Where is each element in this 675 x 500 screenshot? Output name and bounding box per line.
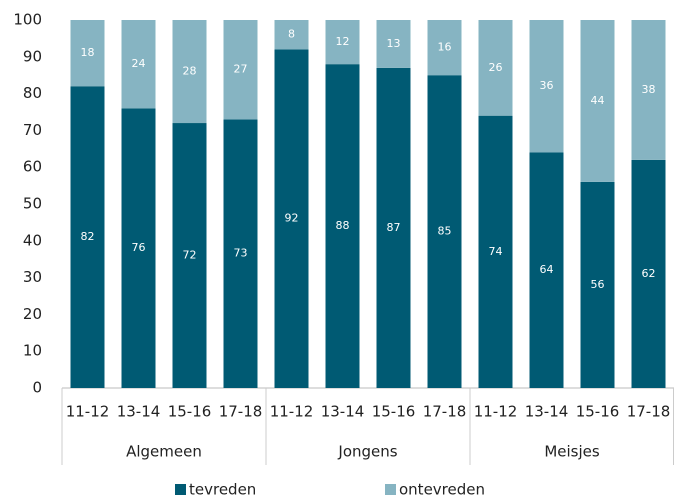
group-label: Meisjes <box>544 443 600 461</box>
y-tick-label: 30 <box>23 268 42 286</box>
value-label: 36 <box>540 79 554 92</box>
legend-label: tevreden <box>189 481 256 499</box>
value-label: 8 <box>288 28 295 41</box>
value-label: 16 <box>438 41 452 54</box>
legend-label: ontevreden <box>399 481 485 499</box>
x-tick-label: 17-18 <box>423 403 467 421</box>
y-tick-label: 60 <box>23 158 42 176</box>
bar-segment <box>631 20 666 160</box>
x-tick-label: 13-14 <box>321 403 365 421</box>
value-label: 24 <box>132 57 146 70</box>
y-tick-label: 40 <box>23 231 42 249</box>
bar-segment <box>172 123 207 388</box>
x-tick-label: 15-16 <box>372 403 416 421</box>
y-tick-label: 90 <box>23 47 42 65</box>
bar-segment <box>427 75 462 388</box>
x-tick-label: 13-14 <box>117 403 161 421</box>
bar-segment <box>427 20 462 76</box>
bar-segment <box>478 20 513 116</box>
y-tick-label: 0 <box>32 379 42 397</box>
x-tick-label: 15-16 <box>576 403 620 421</box>
x-tick-label: 17-18 <box>219 403 263 421</box>
bar-segment <box>580 20 615 182</box>
bar-segment <box>223 20 258 120</box>
value-label: 26 <box>489 61 503 74</box>
value-label: 27 <box>234 63 248 76</box>
value-label: 18 <box>81 46 95 59</box>
group-label: Jongens <box>337 443 397 461</box>
value-label: 72 <box>183 249 197 262</box>
bar-segment <box>325 64 360 388</box>
x-tick-label: 11-12 <box>270 403 314 421</box>
bar-segment <box>172 20 207 124</box>
bar-segment <box>529 152 564 388</box>
value-label: 92 <box>285 212 299 225</box>
bar-segment <box>70 20 105 87</box>
legend-swatch <box>385 484 396 495</box>
value-label: 76 <box>132 241 146 254</box>
y-tick-label: 70 <box>23 121 42 139</box>
value-label: 74 <box>489 245 503 258</box>
bar-segment <box>478 115 513 389</box>
bar-segment <box>274 20 309 50</box>
group-label: Algemeen <box>126 443 202 461</box>
bar-segment <box>70 86 105 389</box>
bar-segment <box>121 20 156 109</box>
x-tick-label: 11-12 <box>474 403 518 421</box>
y-tick-label: 100 <box>13 11 42 29</box>
bar-segment <box>121 108 156 388</box>
value-label: 87 <box>387 221 401 234</box>
value-label: 56 <box>591 278 605 291</box>
value-label: 13 <box>387 37 401 50</box>
value-label: 62 <box>642 267 656 280</box>
value-label: 73 <box>234 247 248 260</box>
x-tick-label: 11-12 <box>66 403 110 421</box>
value-label: 82 <box>81 230 95 243</box>
bar-segment <box>325 20 360 65</box>
y-tick-label: 20 <box>23 305 42 323</box>
bar-segment <box>580 181 615 388</box>
value-label: 28 <box>183 65 197 78</box>
value-label: 38 <box>642 83 656 96</box>
value-label: 85 <box>438 225 452 238</box>
y-tick-label: 50 <box>23 195 42 213</box>
bar-segment <box>376 20 411 68</box>
bar-segment <box>223 119 258 389</box>
x-tick-label: 17-18 <box>627 403 671 421</box>
bar-segment <box>631 159 666 388</box>
x-tick-label: 13-14 <box>525 403 569 421</box>
legend-swatch <box>175 484 186 495</box>
value-label: 88 <box>336 219 350 232</box>
value-label: 44 <box>591 94 605 107</box>
bar-segment <box>274 49 309 388</box>
value-label: 12 <box>336 35 350 48</box>
bar-segment <box>376 67 411 388</box>
y-tick-label: 80 <box>23 84 42 102</box>
value-label: 64 <box>540 263 554 276</box>
bar-segment <box>529 20 564 153</box>
y-tick-label: 10 <box>23 342 42 360</box>
x-tick-label: 15-16 <box>168 403 212 421</box>
